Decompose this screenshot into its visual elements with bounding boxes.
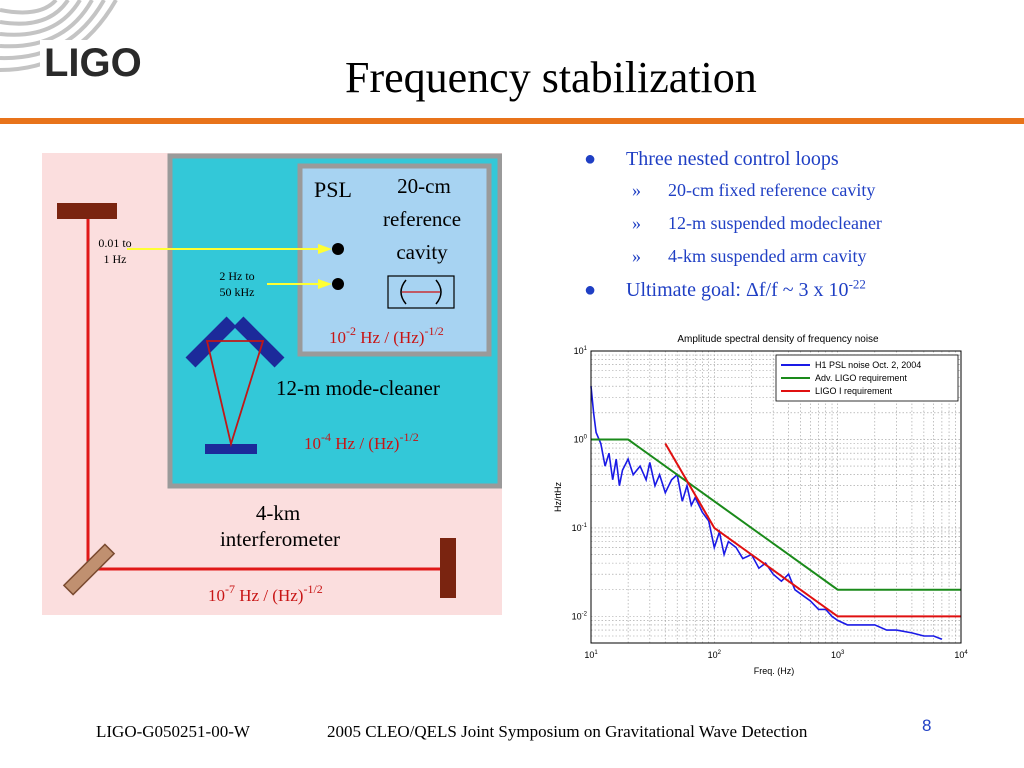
mode-cleaner-label: 12-m mode-cleaner bbox=[276, 376, 440, 400]
x-tick-label: 101 bbox=[584, 650, 598, 660]
chart-legend: H1 PSL noise Oct. 2, 2004 Adv. LIGO requi… bbox=[775, 354, 959, 402]
plot-frame bbox=[590, 350, 962, 644]
goal-exponent: -22 bbox=[848, 276, 866, 292]
y-tick-label: 10-2 bbox=[572, 611, 588, 621]
mc-mirror-left bbox=[185, 316, 237, 368]
chart-title: Amplitude spectral density of frequency … bbox=[677, 334, 879, 345]
ifo-noise-spec: 10-7 Hz / (Hz)-1/2 bbox=[208, 582, 323, 605]
series-line bbox=[664, 442, 961, 618]
footer-event: 2005 CLEO/QELS Joint Symposium on Gravit… bbox=[327, 722, 808, 741]
series-line bbox=[590, 386, 943, 641]
bullet-ultimate-goal: ● Ultimate goal: Δf/f ~ 3 x 10-22 bbox=[582, 277, 1012, 303]
control-loop-diagram: PSL 20-cm reference cavity 10-2 Hz / (Hz… bbox=[42, 153, 503, 615]
logo-text: LIGO bbox=[44, 41, 142, 85]
ref-cavity-label-2: reference bbox=[383, 207, 461, 231]
ifo-label-2: interferometer bbox=[220, 527, 340, 551]
sub-bullet-text: 12-m suspended modecleaner bbox=[668, 213, 882, 233]
chart-ticks: 101 102 103 104 101 100 10-1 10-2 bbox=[572, 346, 969, 660]
frequency-noise-chart: Amplitude spectral density of frequency … bbox=[548, 325, 978, 680]
psl-box bbox=[297, 163, 492, 357]
bullet-list: ● Three nested control loops » 20-cm fix… bbox=[582, 146, 1012, 309]
ref-cavity-label-3: cavity bbox=[396, 240, 448, 264]
delta-symbol: Δ bbox=[745, 279, 759, 301]
y-tick-label: 10-1 bbox=[572, 523, 588, 533]
bullet-control-loops: ● Three nested control loops bbox=[582, 146, 1012, 172]
goal-formula: f/f ~ 3 x 10 bbox=[758, 279, 849, 301]
sub-bullet-modecleaner: » 12-m suspended modecleaner bbox=[582, 211, 1012, 235]
sub-bullet-arm-cavity: » 4-km suspended arm cavity bbox=[582, 244, 1012, 268]
sub-bullet-icon: » bbox=[632, 180, 641, 200]
sub-bullet-reference-cavity: » 20-cm fixed reference cavity bbox=[582, 178, 1012, 202]
y-axis-label: Hz/rtHz bbox=[553, 482, 563, 512]
series-line bbox=[591, 438, 961, 591]
goal-prefix: Ultimate goal: bbox=[626, 279, 746, 301]
ref-cavity-label-1: 20-cm bbox=[397, 174, 451, 198]
sub-bullet-icon: » bbox=[632, 213, 641, 233]
x-tick-label: 104 bbox=[954, 650, 968, 660]
legend-entry: H1 PSL noise Oct. 2, 2004 bbox=[815, 360, 921, 370]
mc-mirror-right bbox=[233, 316, 285, 368]
slide-title: Frequency stabilization bbox=[345, 53, 757, 102]
end-mirror-right bbox=[440, 538, 456, 598]
band-high-label-1: 2 Hz to bbox=[219, 269, 254, 283]
mc-mirror-bottom bbox=[205, 444, 257, 454]
y-tick-label: 100 bbox=[574, 434, 588, 444]
x-tick-label: 103 bbox=[831, 650, 845, 660]
mc-noise-spec: 10-4 Hz / (Hz)-1/2 bbox=[304, 430, 419, 453]
psl-noise-spec: 10-2 Hz / (Hz)-1/2 bbox=[329, 324, 444, 347]
sub-bullet-icon: » bbox=[632, 246, 641, 266]
bullet-icon: ● bbox=[584, 279, 597, 301]
sub-bullet-text: 20-cm fixed reference cavity bbox=[668, 180, 876, 200]
bullet-icon: ● bbox=[584, 148, 597, 170]
arrow-high-band-head bbox=[318, 279, 332, 289]
legend-entry: Adv. LIGO requirement bbox=[815, 373, 907, 383]
psl-input-dot-2 bbox=[332, 278, 344, 290]
title-divider bbox=[0, 118, 1024, 124]
x-axis-label: Freq. (Hz) bbox=[754, 666, 795, 676]
y-tick-label: 101 bbox=[574, 346, 588, 356]
x-tick-label: 102 bbox=[708, 650, 722, 660]
sub-bullet-text: 4-km suspended arm cavity bbox=[668, 246, 867, 266]
arrow-low-band-head bbox=[318, 244, 332, 254]
end-mirror-top bbox=[57, 203, 117, 219]
ifo-label-1: 4-km bbox=[256, 501, 300, 525]
psl-input-dot-1 bbox=[332, 243, 344, 255]
bullet-text: Three nested control loops bbox=[626, 148, 839, 170]
ligo-logo: LIGO bbox=[0, 0, 170, 110]
band-high-label-2: 50 kHz bbox=[220, 285, 255, 299]
chart-series-group bbox=[590, 386, 961, 641]
mc-beam-path bbox=[205, 340, 265, 448]
legend-entry: LIGO I requirement bbox=[815, 386, 893, 396]
reference-cavity-icon bbox=[387, 275, 455, 309]
band-low-label-1: 0.01 to bbox=[98, 236, 131, 250]
psl-label: PSL bbox=[314, 177, 352, 202]
page-number: 8 bbox=[922, 716, 932, 735]
band-low-label-2: 1 Hz bbox=[104, 252, 127, 266]
beam-splitter bbox=[62, 543, 116, 596]
footer-document-id: LIGO-G050251-00-W bbox=[96, 722, 250, 741]
